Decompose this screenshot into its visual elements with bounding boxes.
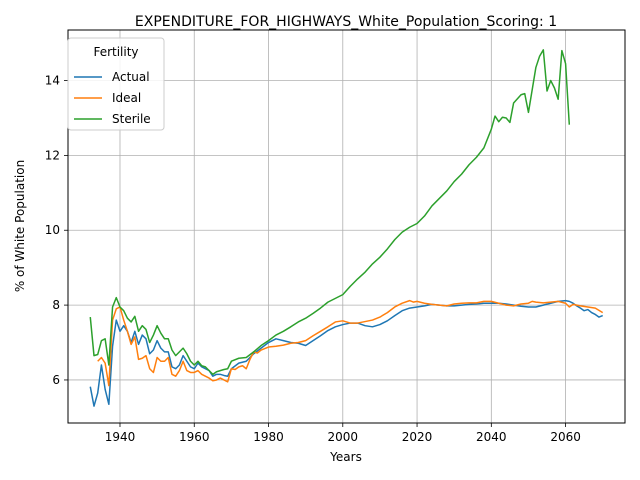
x-tick-label: 2060 <box>550 430 581 444</box>
x-axis: 1940 1960 1980 2000 2020 2040 2060 <box>105 423 581 444</box>
series-lines <box>89 49 604 407</box>
legend: Fertility Actual Ideal Sterile <box>67 37 165 131</box>
series-line-ideal <box>97 299 604 387</box>
legend-label-actual: Actual <box>112 70 150 84</box>
y-axis-label: % of White Population <box>13 160 27 292</box>
y-tick-label: 12 <box>45 148 60 162</box>
y-tick-label: 10 <box>45 223 60 237</box>
series-line-actual <box>89 299 604 407</box>
x-axis-label: Years <box>329 450 362 464</box>
x-tick-label: 1940 <box>105 430 136 444</box>
x-tick-label: 1980 <box>253 430 284 444</box>
x-tick-label: 2000 <box>328 430 359 444</box>
y-tick-label: 6 <box>52 373 60 387</box>
legend-label-ideal: Ideal <box>112 91 141 105</box>
y-tick-label: 8 <box>52 298 60 312</box>
legend-box <box>67 37 165 131</box>
legend-items: Actual Ideal Sterile <box>74 70 151 126</box>
legend-label-sterile: Sterile <box>112 112 151 126</box>
plot-area-frame <box>67 29 626 424</box>
legend-title: Fertility <box>93 45 138 59</box>
x-tick-label: 2040 <box>476 430 507 444</box>
y-axis: 6 8 10 12 14 <box>45 74 68 387</box>
series-line-sterile <box>89 49 571 376</box>
x-tick-label: 1960 <box>179 430 210 444</box>
chart-title: EXPENDITURE_FOR_HIGHWAYS_White_Populatio… <box>135 14 557 30</box>
x-tick-label: 2020 <box>402 430 433 444</box>
y-tick-label: 14 <box>45 74 60 88</box>
